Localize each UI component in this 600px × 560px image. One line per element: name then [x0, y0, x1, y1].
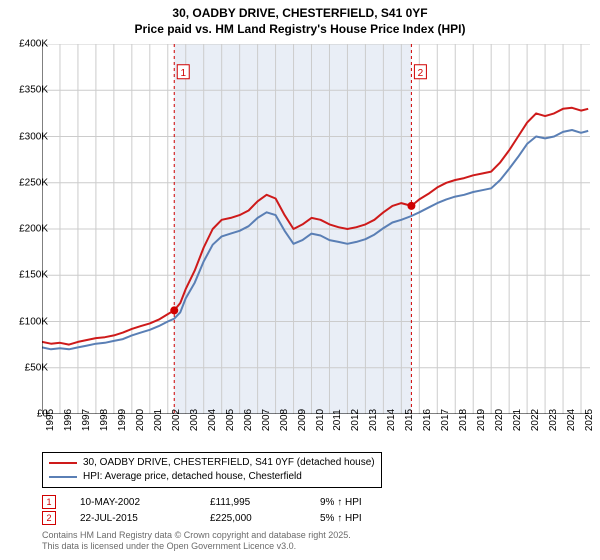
- ytick-label: £150K: [4, 270, 48, 281]
- xtick-label: 1999: [117, 409, 128, 431]
- legend-label-1: 30, OADBY DRIVE, CHESTERFIELD, S41 0YF (…: [83, 456, 375, 470]
- marker-price-1: £111,995: [210, 497, 320, 508]
- legend-swatch-1: [49, 462, 77, 464]
- chart-container: 30, OADBY DRIVE, CHESTERFIELD, S41 0YF P…: [0, 0, 600, 560]
- marker-pct-2: 5% ↑ HPI: [320, 513, 420, 524]
- xtick-label: 2024: [566, 409, 577, 431]
- xtick-label: 2018: [458, 409, 469, 431]
- xtick-label: 1996: [63, 409, 74, 431]
- ytick-label: £200K: [4, 224, 48, 235]
- plot-area: 12: [42, 44, 590, 414]
- footer-line1: Contains HM Land Registry data © Crown c…: [42, 530, 351, 541]
- xtick-label: 2023: [548, 409, 559, 431]
- xtick-label: 2017: [440, 409, 451, 431]
- plot-svg: 12: [42, 44, 590, 414]
- xtick-label: 2010: [315, 409, 326, 431]
- sale-marker-row-2: 2 22-JUL-2015 £225,000 5% ↑ HPI: [42, 510, 420, 526]
- ytick-label: £50K: [4, 362, 48, 373]
- xtick-label: 2011: [332, 409, 343, 431]
- title-line1: 30, OADBY DRIVE, CHESTERFIELD, S41 0YF: [0, 6, 600, 22]
- legend-item-2: HPI: Average price, detached house, Ches…: [49, 470, 375, 484]
- xtick-label: 1995: [45, 409, 56, 431]
- marker-num-1: 1: [42, 495, 56, 509]
- xtick-label: 2012: [350, 409, 361, 431]
- xtick-label: 2005: [225, 409, 236, 431]
- xtick-label: 2020: [494, 409, 505, 431]
- ytick-label: £250K: [4, 177, 48, 188]
- marker-price-2: £225,000: [210, 513, 320, 524]
- ytick-label: £400K: [4, 39, 48, 50]
- xtick-label: 1998: [99, 409, 110, 431]
- legend-swatch-2: [49, 476, 77, 478]
- chart-title: 30, OADBY DRIVE, CHESTERFIELD, S41 0YF P…: [0, 0, 600, 37]
- sale-marker-table: 1 10-MAY-2002 £111,995 9% ↑ HPI 2 22-JUL…: [42, 494, 420, 526]
- xtick-label: 2025: [584, 409, 595, 431]
- sale-marker-row-1: 1 10-MAY-2002 £111,995 9% ↑ HPI: [42, 494, 420, 510]
- ytick-label: £300K: [4, 131, 48, 142]
- svg-text:2: 2: [418, 68, 424, 79]
- xtick-label: 2008: [279, 409, 290, 431]
- xtick-label: 2009: [297, 409, 308, 431]
- xtick-label: 2001: [153, 409, 164, 431]
- footer-attribution: Contains HM Land Registry data © Crown c…: [42, 530, 351, 553]
- marker-date-1: 10-MAY-2002: [80, 497, 210, 508]
- xtick-label: 2003: [189, 409, 200, 431]
- xtick-label: 2022: [530, 409, 541, 431]
- xtick-label: 2016: [422, 409, 433, 431]
- xtick-label: 2007: [261, 409, 272, 431]
- marker-date-2: 22-JUL-2015: [80, 513, 210, 524]
- xtick-label: 2021: [512, 409, 523, 431]
- svg-text:1: 1: [180, 68, 186, 79]
- xtick-label: 1997: [81, 409, 92, 431]
- xtick-label: 2006: [243, 409, 254, 431]
- ytick-label: £100K: [4, 316, 48, 327]
- ytick-label: £0: [4, 409, 48, 420]
- xtick-label: 2019: [476, 409, 487, 431]
- xtick-label: 2004: [207, 409, 218, 431]
- xtick-label: 2014: [386, 409, 397, 431]
- footer-line2: This data is licensed under the Open Gov…: [42, 541, 351, 552]
- legend-label-2: HPI: Average price, detached house, Ches…: [83, 470, 302, 484]
- marker-pct-1: 9% ↑ HPI: [320, 497, 420, 508]
- legend-item-1: 30, OADBY DRIVE, CHESTERFIELD, S41 0YF (…: [49, 456, 375, 470]
- xtick-label: 2002: [171, 409, 182, 431]
- xtick-label: 2015: [404, 409, 415, 431]
- xtick-label: 2013: [368, 409, 379, 431]
- xtick-label: 2000: [135, 409, 146, 431]
- ytick-label: £350K: [4, 85, 48, 96]
- legend: 30, OADBY DRIVE, CHESTERFIELD, S41 0YF (…: [42, 452, 382, 488]
- title-line2: Price paid vs. HM Land Registry's House …: [0, 22, 600, 38]
- marker-num-2: 2: [42, 511, 56, 525]
